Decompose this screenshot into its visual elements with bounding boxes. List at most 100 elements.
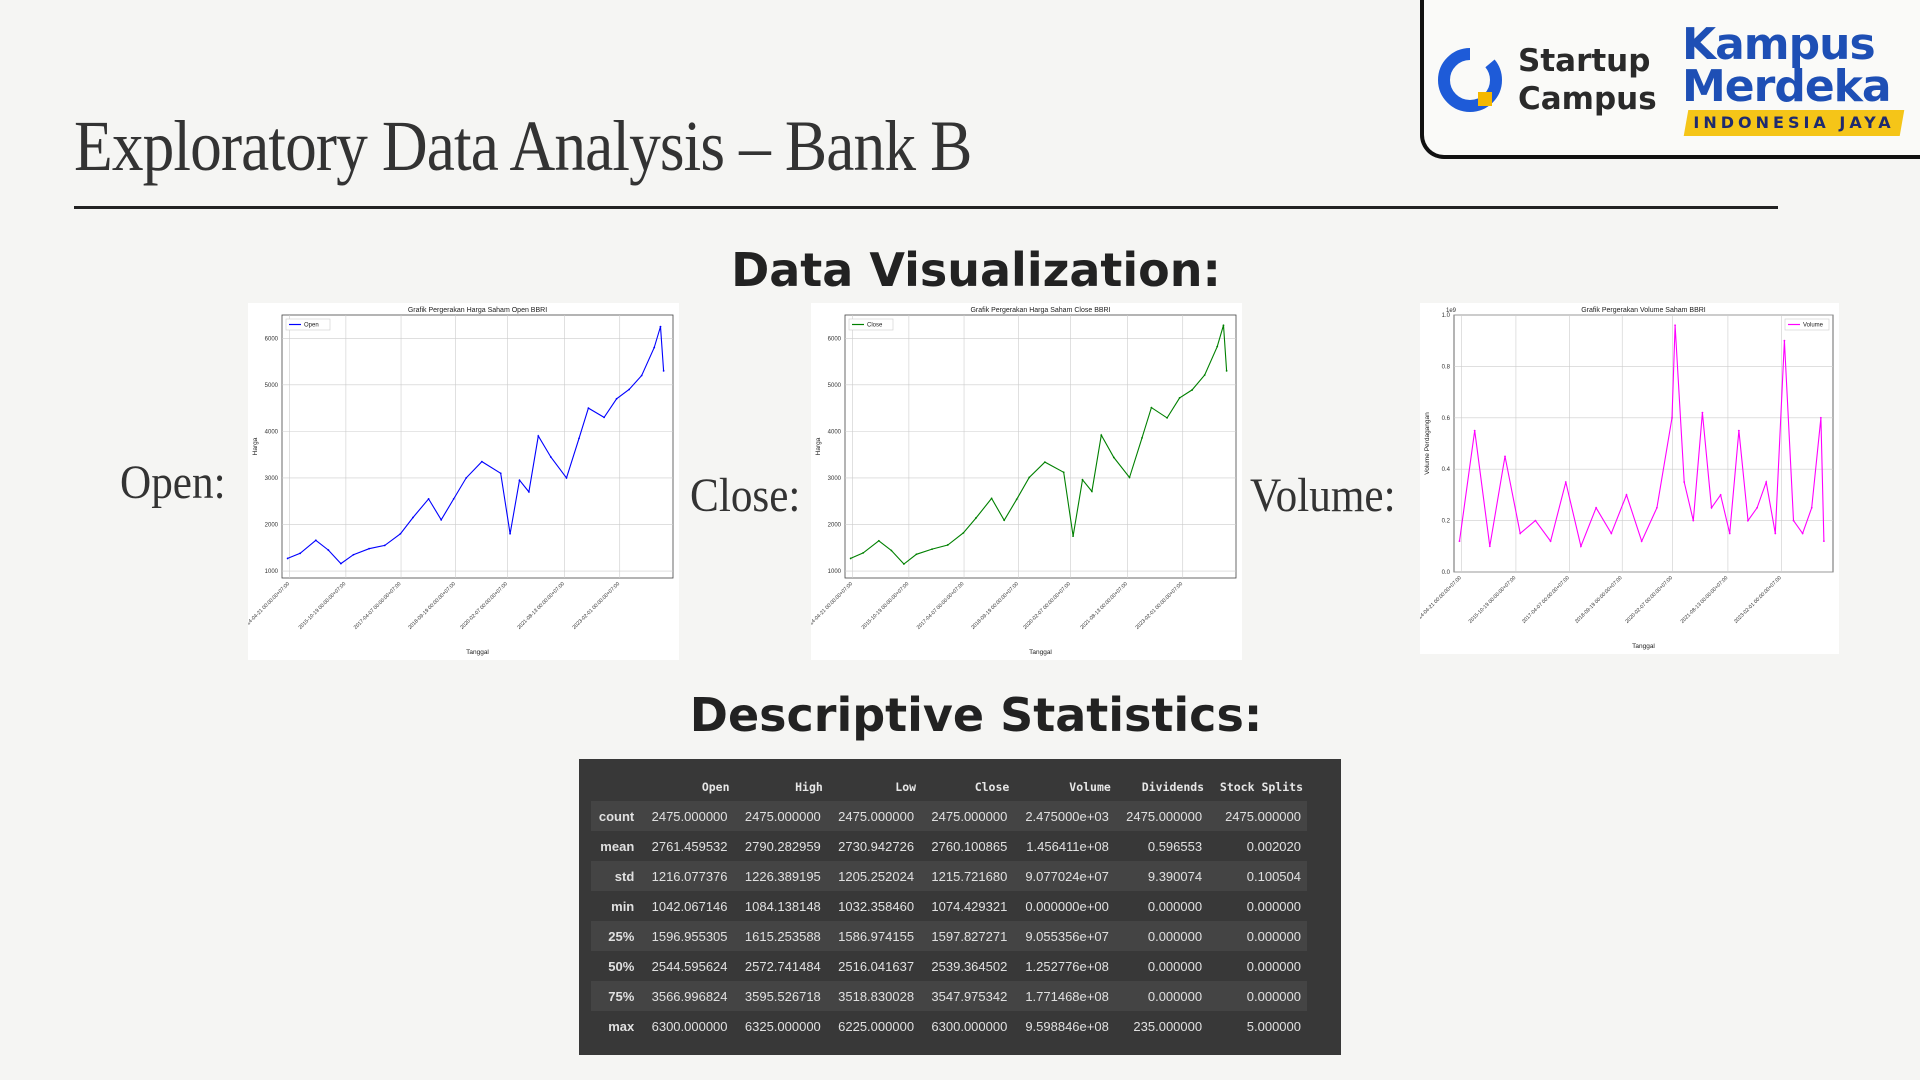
column-header: Low	[895, 780, 917, 794]
close-price-chart: Grafik Pergerakan Harga Saham Close BBRI…	[811, 307, 1237, 656]
data-point	[1692, 519, 1695, 522]
data-point	[1015, 498, 1018, 501]
legend-label: Close	[867, 323, 883, 329]
table-cell: 1597.827271	[920, 921, 1014, 951]
data-point	[340, 562, 342, 565]
x-tick-label: 2017-04-07 00:00:00+07:00	[916, 581, 966, 631]
table-cell: 2475.000000	[733, 801, 827, 831]
data-point	[1150, 406, 1153, 409]
y-tick-label: 3000	[828, 476, 842, 482]
table-cell: 2.475000e+03	[1013, 801, 1115, 831]
plot-frame	[844, 314, 1237, 579]
table-cell: 0.000000	[1147, 898, 1203, 914]
column-header: Dividends	[1141, 780, 1205, 794]
y-axis-label: Harga	[815, 437, 822, 455]
column-header: Volume	[1069, 780, 1111, 794]
y-tick-label: 0.4	[1442, 467, 1451, 473]
data-point	[1774, 532, 1777, 535]
y-tick-label: 0.2	[1442, 519, 1451, 525]
data-point	[1081, 478, 1084, 481]
data-point	[1128, 476, 1131, 479]
y-tick-label: 5000	[828, 383, 842, 389]
x-tick-label: 2021-08-13 00:00:00+07:00	[1680, 575, 1730, 625]
x-tick-label: 2015-10-19 00:00:00+07:00	[1468, 575, 1518, 625]
data-point	[1701, 411, 1704, 414]
table-cell: 1226.389195	[733, 861, 827, 891]
data-point	[946, 544, 949, 546]
row-label: 50%	[608, 958, 635, 974]
table-cell: 1216.077376	[640, 861, 734, 891]
row-label: max	[608, 1018, 635, 1034]
table-cell: 1042.067146	[651, 898, 728, 914]
data-point	[1801, 532, 1804, 535]
data-point	[1625, 494, 1628, 496]
x-tick-label: 2018-09-19 00:00:00+07:00	[407, 581, 457, 631]
data-point	[1756, 506, 1758, 509]
data-point	[537, 435, 540, 437]
kampus-merdeka-wordmark: Kampus Merdeka	[1682, 23, 1892, 109]
data-point	[1090, 490, 1093, 493]
data-point	[383, 544, 386, 547]
descriptive-stats-table: Open High Low Close Volume Dividends Stock Spl…	[579, 759, 1341, 1055]
x-tick-label: 2018-09-19 00:00:00+07:00	[1574, 575, 1624, 625]
data-point	[1141, 436, 1143, 439]
y-tick-label: 3000	[265, 476, 279, 482]
table-cell: 1032.358460	[838, 898, 915, 914]
data-point	[368, 547, 370, 550]
data-point	[1819, 416, 1822, 419]
table-cell: 2475.000000	[920, 801, 1014, 831]
table-row: 25% 1596.955305 1615.253588 1586.974155 1597…	[591, 921, 1307, 951]
startup-campus-line2: Campus	[1518, 81, 1657, 117]
data-point	[1674, 324, 1676, 327]
data-point	[1222, 324, 1225, 327]
table-cell: 1615.253588	[733, 921, 827, 951]
data-point	[1728, 532, 1731, 535]
data-point	[849, 557, 852, 560]
x-tick-label: 2017-04-07 00:00:00+07:00	[1521, 575, 1571, 625]
legend-label: Volume	[1803, 323, 1824, 329]
table-cell: 2730.942726	[838, 838, 915, 854]
y-tick-label: 5000	[265, 383, 279, 389]
data-point	[427, 497, 430, 500]
data-point	[1191, 389, 1194, 391]
x-tick-label: 2020-02-07 00:00:00+07:00	[459, 581, 509, 631]
table-cell: 0.000000	[1246, 898, 1301, 914]
plot-frame	[281, 314, 674, 579]
data-point	[499, 472, 502, 475]
data-point	[1747, 519, 1749, 522]
row-label: count	[591, 801, 641, 831]
data-point	[527, 490, 530, 493]
x-tick-label: 2021-08-13 00:00:00+07:00	[1079, 581, 1129, 631]
x-tick-label: 2021-08-13 00:00:00+07:00	[516, 581, 566, 631]
close-label: Close:	[690, 469, 801, 522]
x-tick-label: 2014-04-21 00:00:00+07:00	[811, 581, 854, 631]
table-row: std 1216.077376 1226.389195 1205.252024 1215…	[591, 861, 1307, 891]
data-point	[653, 346, 656, 349]
y-tick-label: 1000	[265, 569, 279, 575]
y-tick-label: 4000	[265, 429, 279, 435]
row-label: min	[611, 898, 635, 914]
data-point	[1504, 455, 1506, 458]
legend-box	[848, 318, 894, 331]
page-title: Exploratory Data Analysis – Bank B	[74, 106, 972, 186]
x-axis-label: Tanggal	[1029, 649, 1052, 656]
data-point	[1519, 532, 1522, 535]
data-point	[640, 374, 643, 377]
y-axis-label: Volume Perdagangan	[1424, 412, 1431, 475]
column-header: Close	[974, 780, 1010, 794]
logo-panel	[1420, 0, 1920, 159]
data-point	[890, 549, 893, 552]
data-point	[299, 552, 302, 555]
startup-campus-line1: Startup	[1518, 43, 1651, 79]
data-point	[399, 532, 402, 535]
data-point	[578, 437, 580, 440]
y-tick-label: 2000	[265, 522, 279, 528]
series-line-volume	[1458, 325, 1825, 549]
series-line-close	[850, 325, 1228, 565]
open-chart-panel: Grafik Pergerakan Harga Saham Open BBRI 1…	[248, 303, 679, 660]
data-point	[862, 551, 865, 554]
data-point	[480, 460, 483, 463]
volume-label: Volume:	[1250, 469, 1396, 522]
data-point	[565, 477, 568, 479]
x-tick-label: 2014-04-21 00:00:00+07:00	[248, 581, 291, 631]
